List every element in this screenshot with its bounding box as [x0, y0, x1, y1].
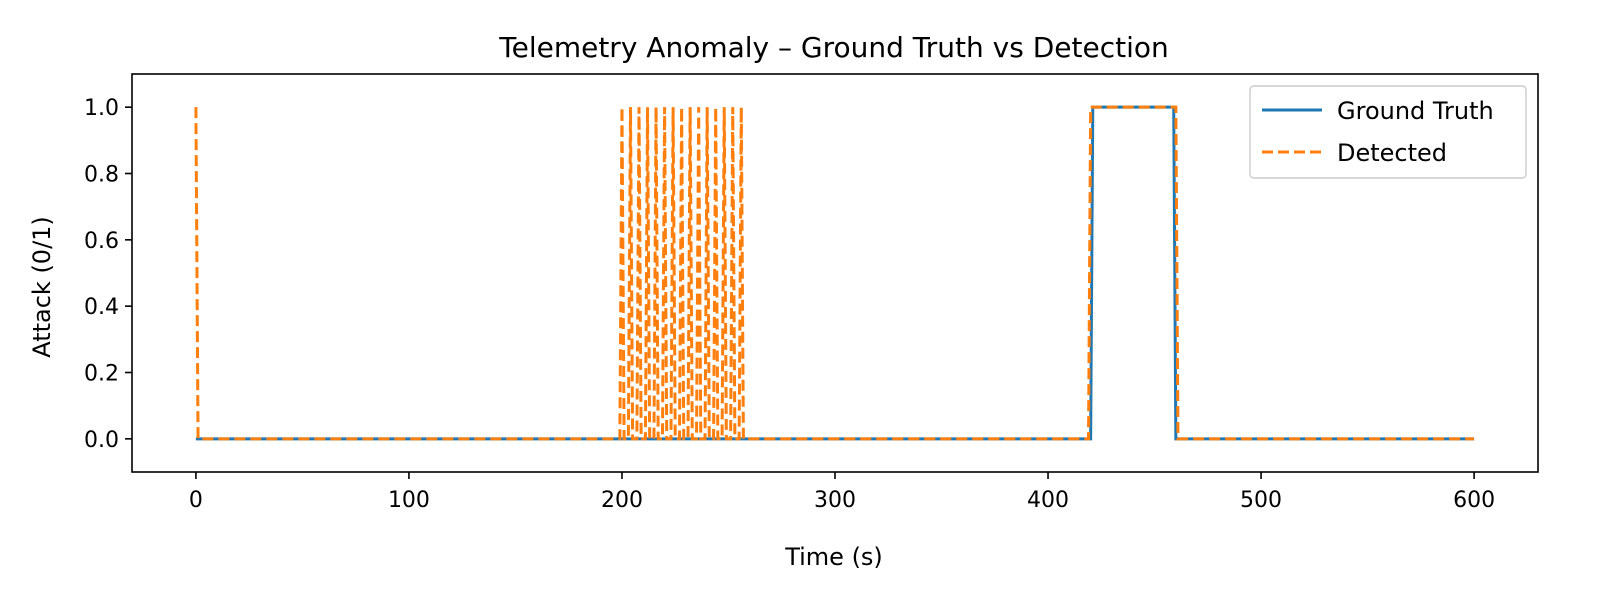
y-tick-label: 0.8: [84, 163, 119, 188]
y-tick-label: 0.0: [84, 428, 119, 453]
y-tick-label: 1.0: [84, 96, 119, 121]
x-tick-label: 400: [1027, 488, 1069, 513]
x-tick-label: 0: [189, 488, 203, 513]
series-layer: [194, 105, 1475, 441]
y-axis: 0.0 0.2 0.4 0.6 0.8 1.0: [84, 96, 132, 453]
legend-label: Detected: [1337, 139, 1447, 167]
x-tick-label: 200: [601, 488, 643, 513]
y-axis-label: Attack (0/1): [28, 216, 56, 358]
x-axis: 0 100 200 300 400 500 600: [189, 472, 1495, 513]
y-tick-label: 0.2: [84, 362, 119, 387]
series-line-detected: [194, 105, 1475, 441]
x-tick-label: 600: [1453, 488, 1495, 513]
legend-label: Ground Truth: [1337, 97, 1494, 125]
x-tick-label: 500: [1240, 488, 1282, 513]
y-tick-label: 0.4: [84, 295, 119, 320]
x-axis-label: Time (s): [784, 543, 883, 571]
x-tick-label: 300: [814, 488, 856, 513]
x-tick-label: 100: [388, 488, 430, 513]
legend: Ground Truth Detected: [1249, 85, 1527, 179]
chart-title: Telemetry Anomaly – Ground Truth vs Dete…: [498, 31, 1169, 64]
y-tick-label: 0.6: [84, 229, 119, 254]
